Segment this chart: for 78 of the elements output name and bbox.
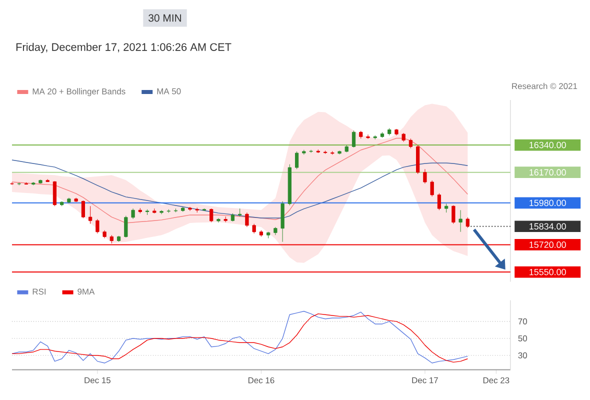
legend-label: MA 20 + Bollinger Bands — [32, 88, 126, 96]
y-tick-label: 30 — [518, 352, 528, 358]
candlestick — [67, 198, 71, 204]
candlestick — [309, 150, 313, 153]
candlestick — [195, 207, 199, 213]
candlestick — [116, 236, 121, 242]
candlestick — [444, 203, 448, 213]
candlestick — [408, 138, 413, 148]
y-tick-label: 16170.00 — [530, 169, 566, 176]
candlestick — [102, 230, 106, 239]
candlestick — [245, 212, 249, 228]
candlestick — [81, 200, 86, 218]
candlestick — [423, 168, 427, 184]
candlestick — [145, 209, 150, 216]
candlestick — [166, 209, 170, 214]
candlestick — [394, 128, 398, 136]
y-tick-label: 70 — [518, 318, 528, 324]
candlestick — [210, 208, 214, 222]
candlestick — [352, 130, 356, 148]
candlestick — [74, 198, 78, 202]
candlestick — [359, 130, 363, 139]
candlestick — [380, 132, 384, 138]
y-tick-label: 15834.00 — [530, 223, 566, 230]
candlestick — [224, 216, 228, 222]
x-tick-label: Dec 16 — [248, 377, 274, 384]
y-tick-label: 15550.00 — [530, 268, 566, 276]
text: Research © 2021 — [512, 82, 578, 90]
candlestick — [344, 144, 348, 153]
candlestick — [252, 224, 256, 234]
legend-label: 9MA — [78, 288, 95, 295]
candlestick — [388, 128, 392, 136]
y-tick-label: 50 — [518, 335, 528, 342]
y-tick-label: 15980.00 — [530, 200, 566, 206]
y-tick-label: 15720.00 — [530, 242, 566, 248]
candlestick — [259, 230, 264, 237]
legend-label: RSI — [32, 288, 46, 295]
legend-label: MA 50 — [157, 88, 181, 94]
y-tick-label: 16340.00 — [530, 142, 566, 148]
candlestick — [330, 150, 334, 155]
candlestick — [131, 208, 135, 220]
candlestick — [174, 208, 178, 212]
candlestick — [323, 150, 328, 154]
candlestick — [181, 206, 185, 212]
candlestick — [124, 216, 128, 238]
x-tick-label: Dec 17 — [412, 377, 438, 384]
candlestick — [230, 213, 235, 222]
candlestick — [452, 205, 456, 224]
candlestick — [17, 182, 21, 186]
candlestick — [274, 226, 278, 236]
candlestick — [238, 208, 242, 217]
candlestick — [38, 179, 42, 184]
candlestick — [46, 178, 50, 182]
x-tick-label: Dec 23 — [483, 377, 510, 384]
candlestick — [316, 149, 320, 154]
candlestick — [138, 208, 142, 214]
candlestick — [288, 164, 292, 206]
candlestick — [437, 193, 442, 210]
candlestick — [96, 218, 100, 234]
x-tick-label: Dec 15 — [84, 377, 110, 384]
candlestick — [466, 217, 470, 228]
candlestick — [32, 182, 36, 186]
candlestick — [458, 210, 462, 232]
candlestick — [152, 208, 156, 214]
candlestick — [266, 232, 270, 239]
candlestick — [338, 150, 342, 155]
candlestick — [430, 180, 434, 197]
candlestick — [402, 132, 406, 142]
candlestick — [416, 144, 420, 174]
candlestick — [110, 234, 114, 244]
candlestick — [202, 208, 206, 212]
candlestick — [294, 151, 299, 170]
chart-subtitle: 30 MIN — [148, 14, 181, 22]
candlestick — [10, 182, 14, 186]
text: Friday, December 17, 2021 1:06:26 AM CET — [16, 42, 232, 54]
candlestick — [52, 180, 57, 206]
candlestick — [373, 135, 377, 140]
candlestick — [88, 206, 92, 224]
candlestick — [280, 201, 284, 242]
